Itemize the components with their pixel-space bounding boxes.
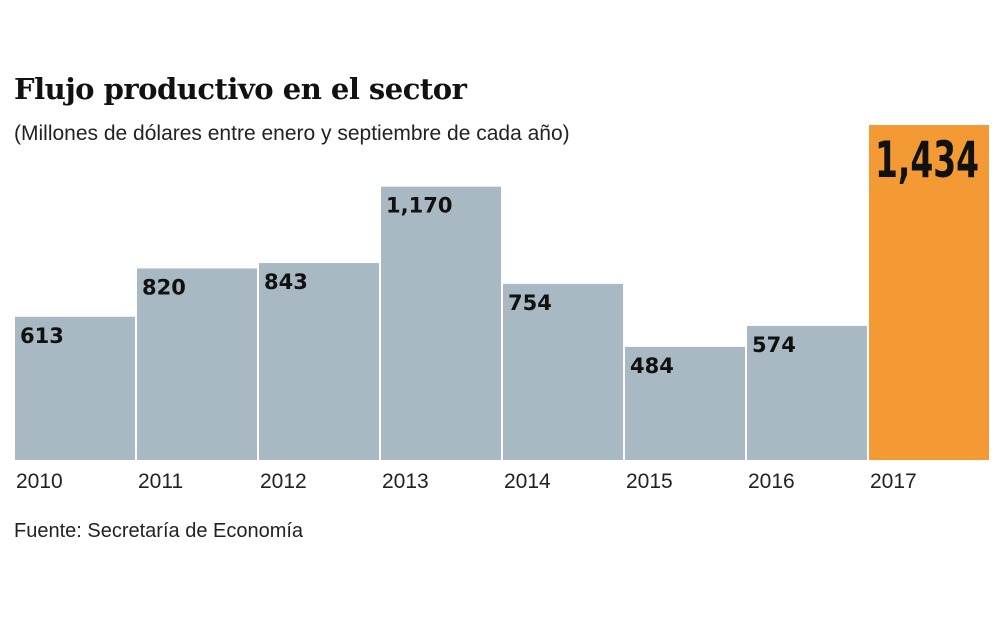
data-label-2012: 843 xyxy=(264,270,308,294)
bar-2012 xyxy=(259,263,379,460)
data-label-2015: 484 xyxy=(630,354,674,378)
x-tick-label: 2013 xyxy=(382,470,429,493)
bar-2011 xyxy=(137,268,257,460)
data-label-2011: 820 xyxy=(142,275,186,299)
x-tick-label: 2012 xyxy=(260,470,307,493)
bar-2016 xyxy=(747,325,867,460)
x-tick-label: 2015 xyxy=(626,470,673,493)
data-label-2017: 1,434 xyxy=(875,131,979,189)
data-label-2016: 574 xyxy=(752,333,796,357)
chart-subtitle: (Millones de dólares entre enero y septi… xyxy=(14,122,570,145)
bar-2013 xyxy=(381,186,501,460)
x-tick-label: 2010 xyxy=(16,470,63,493)
bar-2014 xyxy=(503,283,623,460)
bar-2015 xyxy=(625,346,745,460)
chart-source: Fuente: Secretaría de Economía xyxy=(14,520,304,542)
data-label-2010: 613 xyxy=(20,324,64,348)
data-label-2014: 754 xyxy=(508,291,552,315)
x-tick-label: 2016 xyxy=(748,470,795,493)
bar-2010 xyxy=(15,316,135,460)
chart-title: Flujo productivo en el sector xyxy=(14,72,467,106)
x-tick-label: 2014 xyxy=(504,470,551,493)
data-label-2013: 1,170 xyxy=(386,194,452,218)
x-tick-label: 2017 xyxy=(870,470,917,493)
x-tick-label: 2011 xyxy=(138,470,183,493)
bar-2017 xyxy=(869,125,989,460)
